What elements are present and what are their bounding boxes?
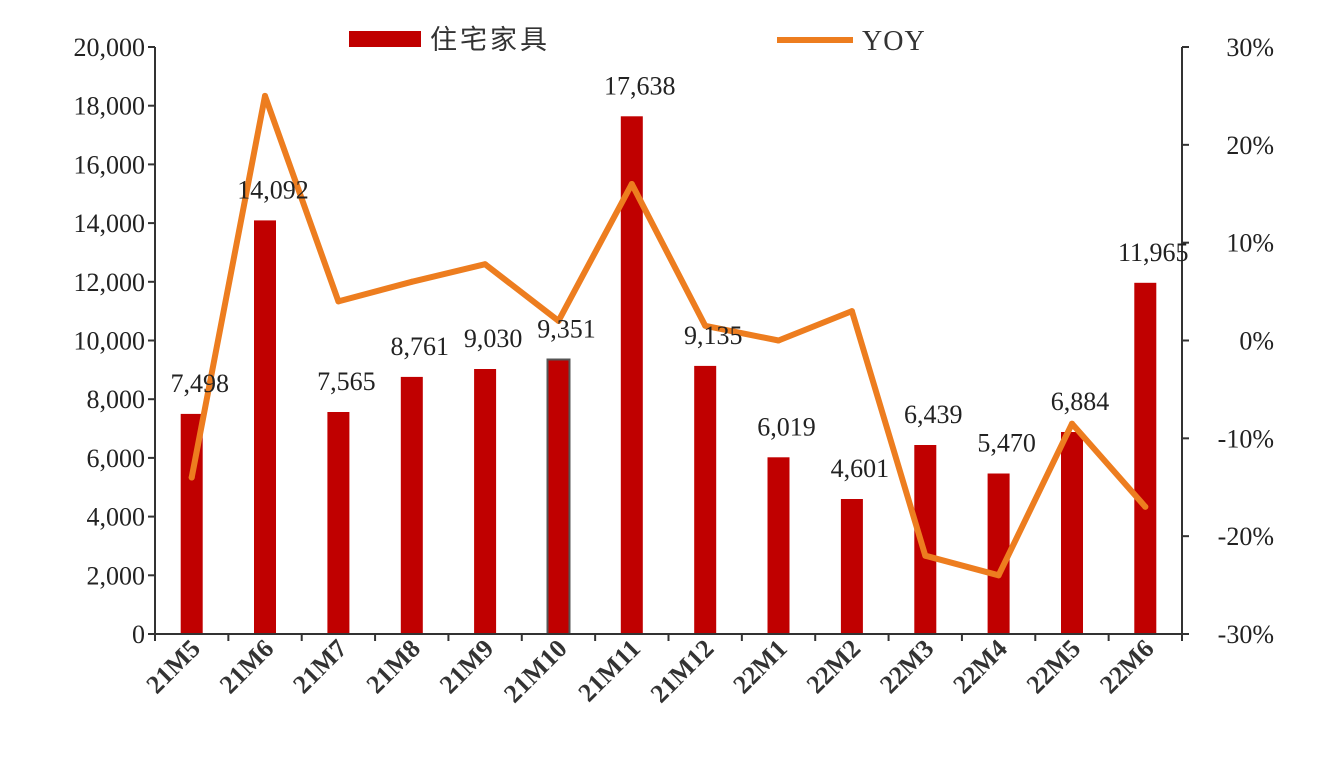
bar-21m8 bbox=[400, 376, 423, 634]
data-label-22m5: 6,884 bbox=[1051, 387, 1110, 416]
x-tick-label-21m9: 21M9 bbox=[434, 634, 499, 699]
bar-22m5 bbox=[1061, 432, 1083, 634]
axes: 0 2,000 4,000 6,000 8,000 10,000 12,000 14,000 1… bbox=[74, 33, 1275, 708]
yoy-point-21m8 bbox=[408, 278, 415, 285]
data-label-22m6: 11,965 bbox=[1118, 238, 1189, 267]
x-tick-label-22m4: 22M4 bbox=[947, 634, 1012, 699]
bar-22m1 bbox=[767, 457, 790, 634]
right-tick-label: -10% bbox=[1218, 424, 1274, 453]
bar-21m9 bbox=[474, 369, 497, 634]
data-labels: 7,498 14,092 7,565 8,761 9,030 9,351 17,638 9,1… bbox=[170, 71, 1188, 483]
data-label-21m6: 14,092 bbox=[237, 175, 309, 204]
left-tick-label: 12,000 bbox=[74, 268, 146, 297]
x-tick-label-21m5: 21M5 bbox=[140, 634, 205, 699]
legend: 住宅家具 YOY bbox=[349, 25, 926, 57]
data-label-21m8: 8,761 bbox=[391, 332, 450, 361]
x-tick-label-22m6: 22M6 bbox=[1094, 634, 1159, 699]
yoy-point-22m3 bbox=[922, 552, 929, 559]
x-tick-label-21m8: 21M8 bbox=[361, 634, 426, 699]
x-tick-label-22m5: 22M5 bbox=[1021, 634, 1086, 699]
left-tick-label: 6,000 bbox=[87, 444, 146, 473]
bar-22m4 bbox=[987, 473, 1010, 634]
bar-21m10 bbox=[546, 358, 571, 635]
x-tick-label-21m10: 21M10 bbox=[498, 634, 573, 709]
data-label-22m2: 4,601 bbox=[831, 454, 890, 483]
data-label-21m12: 9,135 bbox=[684, 321, 743, 350]
x-tick-label-22m2: 22M2 bbox=[801, 634, 866, 699]
yoy-point-22m6 bbox=[1142, 503, 1149, 510]
left-tick-label: 20,000 bbox=[74, 33, 146, 62]
left-tick-label: 10,000 bbox=[74, 327, 146, 356]
data-label-21m11: 17,638 bbox=[604, 71, 676, 100]
data-label-21m7: 7,565 bbox=[317, 367, 376, 396]
data-label-22m4: 5,470 bbox=[977, 429, 1036, 458]
left-tick-label: 8,000 bbox=[87, 385, 146, 414]
yoy-point-22m1 bbox=[775, 337, 782, 344]
x-tick-label-21m6: 21M6 bbox=[214, 634, 279, 699]
left-tick-label: 18,000 bbox=[74, 92, 146, 121]
yoy-point-22m4 bbox=[995, 572, 1002, 579]
bar-22m6 bbox=[1134, 282, 1157, 634]
left-tick-label: 14,000 bbox=[74, 209, 146, 238]
yoy-line-series bbox=[188, 92, 1149, 579]
bar-22m2 bbox=[840, 499, 863, 634]
data-label-22m1: 6,019 bbox=[757, 412, 816, 441]
right-tick-label: 0% bbox=[1239, 327, 1274, 356]
bar-21m11 bbox=[620, 116, 643, 635]
bar-22m3 bbox=[914, 445, 937, 634]
right-tick-label: 10% bbox=[1226, 229, 1274, 258]
right-tick-label: -30% bbox=[1218, 620, 1274, 649]
x-tick-label-22m3: 22M3 bbox=[874, 634, 939, 699]
yoy-point-21m6 bbox=[262, 92, 268, 99]
left-tick-label: 4,000 bbox=[87, 503, 146, 532]
right-tick-label: 20% bbox=[1226, 131, 1274, 160]
legend-label-bar: 住宅家具 bbox=[430, 25, 550, 56]
data-label-21m10: 9,351 bbox=[537, 315, 596, 344]
data-label-21m9: 9,030 bbox=[464, 324, 523, 353]
yoy-point-21m9 bbox=[482, 261, 489, 268]
right-tick-label: 30% bbox=[1226, 33, 1274, 62]
bar-21m7 bbox=[327, 412, 350, 634]
bar-21m6 bbox=[254, 220, 276, 634]
left-tick-label: 16,000 bbox=[74, 150, 146, 179]
left-tick-label: 2,000 bbox=[87, 561, 146, 590]
yoy-point-21m12 bbox=[702, 322, 709, 329]
data-label-21m5: 7,498 bbox=[170, 369, 229, 398]
right-tick-label: -20% bbox=[1218, 522, 1274, 551]
yoy-line bbox=[188, 92, 1149, 579]
yoy-point-22m5 bbox=[1069, 420, 1075, 427]
bar-21m5 bbox=[180, 413, 203, 634]
yoy-point-21m11 bbox=[628, 181, 635, 187]
legend-label-line: YOY bbox=[862, 26, 926, 57]
x-tick-label-21m7: 21M7 bbox=[287, 634, 352, 699]
yoy-point-21m10 bbox=[555, 317, 562, 324]
data-label-22m3: 6,439 bbox=[904, 400, 963, 429]
x-tick-label-21m12: 21M12 bbox=[645, 634, 720, 709]
x-tick-label-21m11: 21M11 bbox=[572, 634, 646, 708]
bar-21m12 bbox=[694, 365, 717, 634]
yoy-point-22m2 bbox=[848, 308, 855, 315]
legend-swatch-bar bbox=[349, 31, 421, 47]
yoy-point-21m5 bbox=[188, 474, 195, 481]
left-tick-label: 0 bbox=[132, 620, 145, 649]
bar-series bbox=[180, 116, 1157, 635]
yoy-point-21m7 bbox=[335, 298, 342, 305]
x-tick-label-22m1: 22M1 bbox=[727, 634, 792, 699]
